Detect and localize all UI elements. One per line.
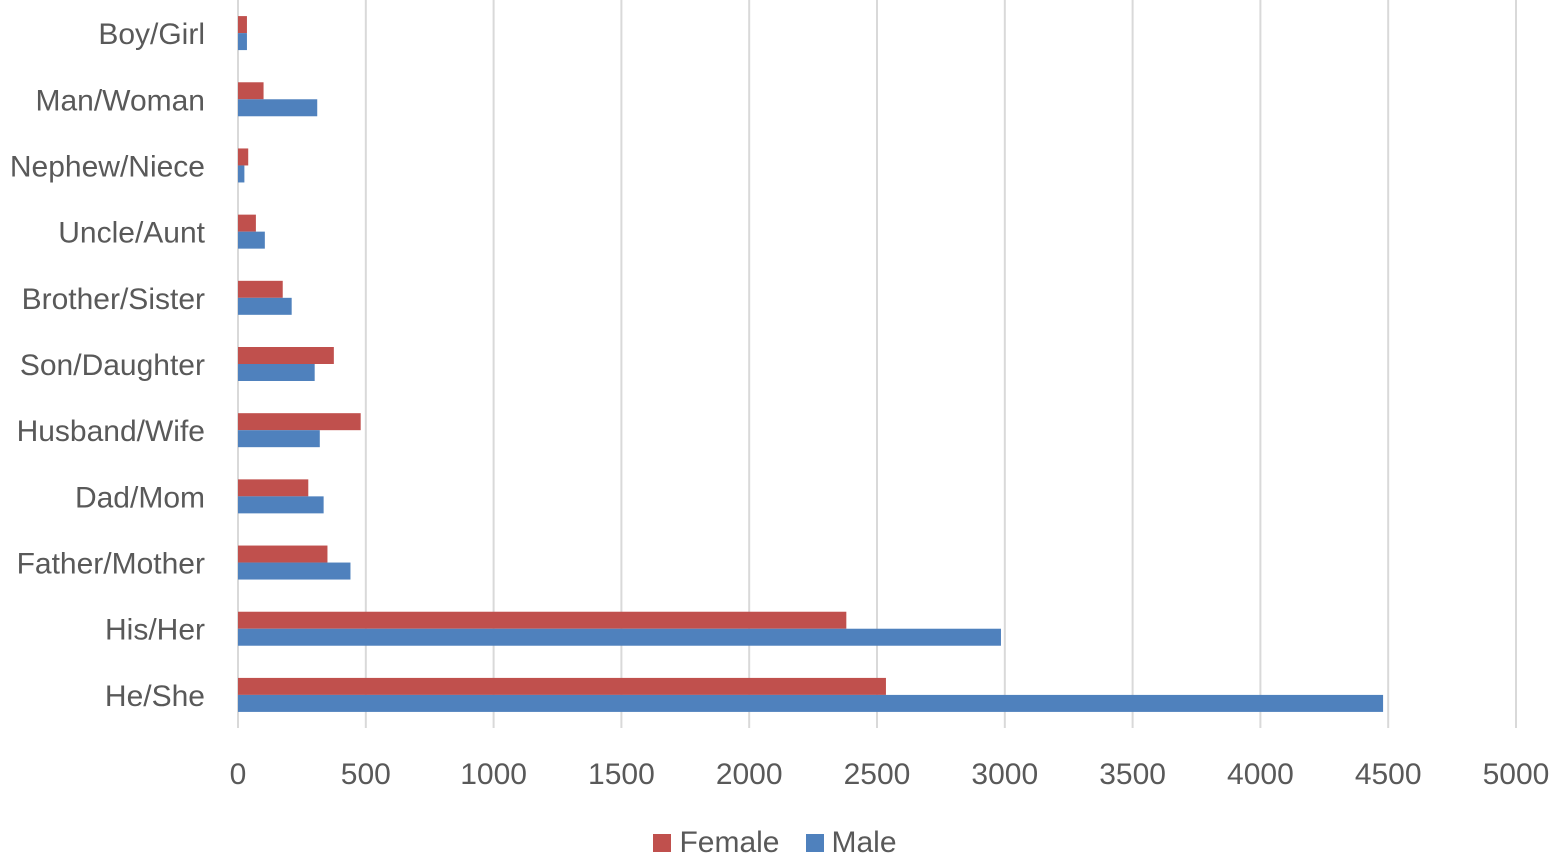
y-tick-label: Father/Mother [17,548,205,581]
x-tick-label: 4000 [1227,758,1294,791]
x-tick-label: 1000 [460,758,527,791]
y-tick-label: Dad/Mom [75,481,205,514]
bar-female [238,280,283,298]
legend: Female Male [0,826,1550,860]
y-tick-label: Brother/Sister [22,283,205,316]
legend-swatch-female [653,834,672,852]
bar-chart: 0 500 1000 1500 2000 2500 3000 3500 4000 4500 5000… [10,0,1550,791]
x-tick-label: 4500 [1355,758,1422,791]
bar-male [238,99,318,117]
bar-female [238,82,264,100]
bar-female [238,347,334,364]
x-tick-label: 500 [341,758,391,791]
bar-male [238,694,1384,712]
legend-label-female: Female [679,826,780,859]
bar-female [238,479,309,497]
y-tick-label: His/Her [105,614,205,647]
bar-female [238,413,361,431]
bar-female [238,148,249,166]
bar-female [238,611,847,629]
x-tick-label: 2500 [844,758,911,791]
x-tick-label: 3000 [971,758,1038,791]
y-tick-label: Nephew/Niece [10,150,205,183]
bar-female [238,214,256,232]
legend-item-female: Female [653,826,780,860]
x-tick-label: 1500 [588,758,655,791]
x-tick-label: 5000 [1483,758,1550,791]
x-tick-label: 0 [230,758,247,791]
bar-male [238,33,247,51]
bar-male [238,628,1001,646]
y-tick-label: He/She [105,680,205,713]
y-tick-label: Son/Daughter [20,349,205,382]
bar-male [238,231,265,249]
bar-male [238,430,320,448]
y-tick-label: Husband/Wife [17,415,205,448]
y-tick-label: Uncle/Aunt [58,217,205,250]
bar-male [238,496,324,514]
bar-female [238,677,886,695]
y-tick-label: Man/Woman [35,84,205,117]
bar-male [238,297,292,315]
legend-item-male: Male [805,826,897,860]
legend-swatch-male [805,834,824,852]
bar-male [238,364,315,381]
bar-male [238,165,245,183]
x-tick-label: 3500 [1099,758,1166,791]
bar-female [238,16,247,34]
bar-male [238,562,351,580]
x-tick-label: 2000 [716,758,783,791]
y-tick-label: Boy/Girl [98,18,205,51]
bar-female [238,545,328,563]
legend-label-male: Male [831,826,897,859]
